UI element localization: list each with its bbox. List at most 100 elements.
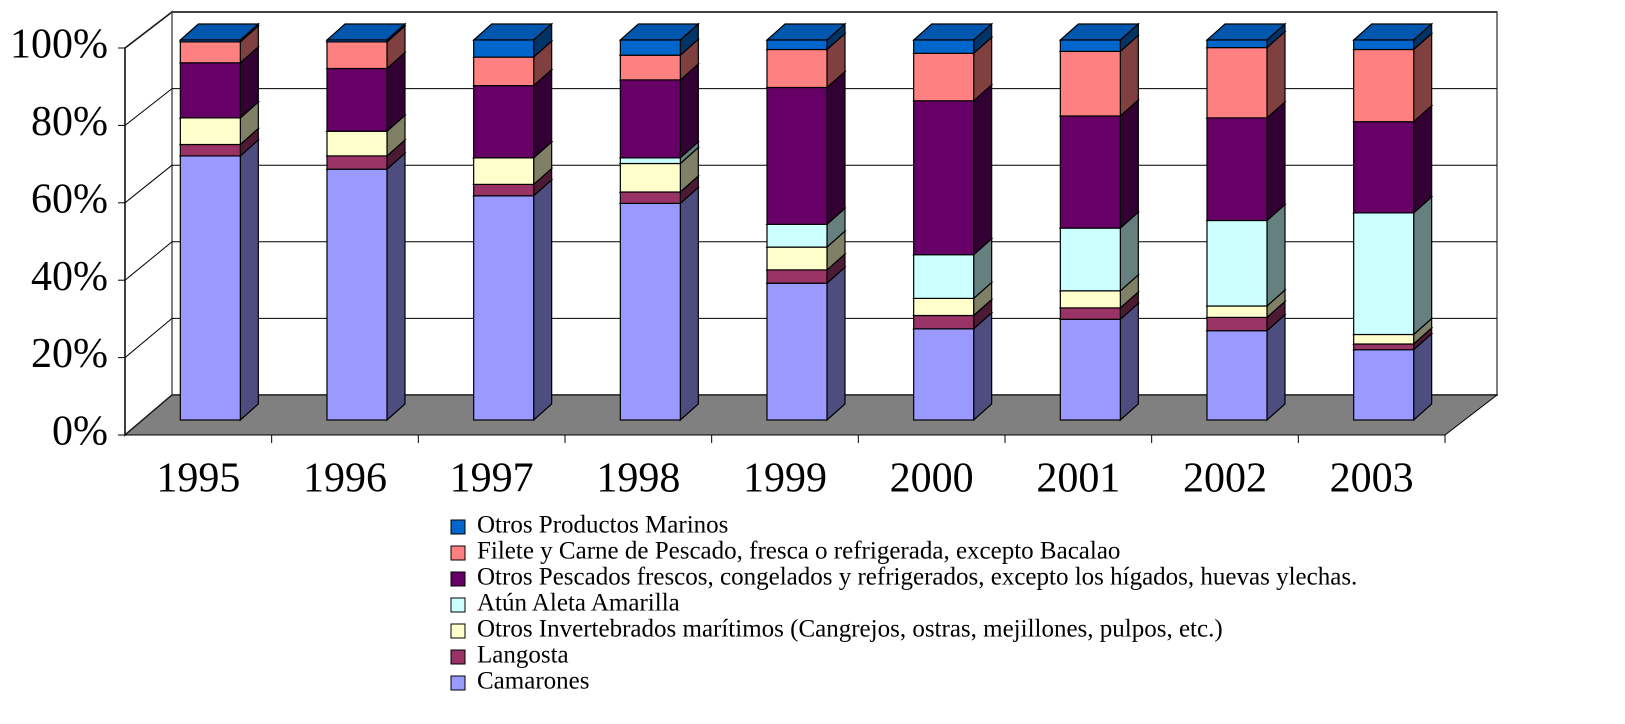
- bar-side: [1266, 313, 1286, 422]
- bar-segment: [619, 202, 681, 421]
- bar-segment: [766, 86, 828, 225]
- bar-side: [1119, 301, 1139, 422]
- bar-side: [973, 311, 993, 422]
- bar-segment: [179, 39, 241, 43]
- legend-label: Otros Invertebrados marítimos (Cangrejos…: [477, 616, 1223, 643]
- bar-side: [826, 70, 846, 226]
- bar-segment: [179, 143, 241, 157]
- bar-segment: [913, 254, 975, 299]
- y-tick-label: 60%: [31, 176, 108, 222]
- bar-segment: [326, 155, 388, 170]
- bar-side: [1266, 100, 1286, 222]
- bar-segment: [766, 269, 828, 284]
- legend-label: Camarones: [477, 668, 589, 695]
- bar-segment: [1353, 121, 1415, 214]
- legend-swatch: [450, 519, 466, 535]
- bar-segment: [1206, 219, 1268, 307]
- legend-swatch: [450, 623, 466, 639]
- bar-segment: [1353, 39, 1415, 51]
- bar-segment: [1059, 115, 1121, 229]
- bar-segment: [1059, 290, 1121, 309]
- bar-segment: [326, 67, 388, 132]
- bar-side: [239, 138, 259, 422]
- bar-segment: [766, 48, 828, 89]
- bar-segment: [1206, 330, 1268, 421]
- y-tick-label: 80%: [31, 99, 108, 145]
- legend-swatch: [450, 649, 466, 665]
- bar-segment: [619, 39, 681, 56]
- bar-segment: [1206, 316, 1268, 332]
- grid-line: [124, 88, 173, 126]
- bar-segment: [326, 130, 388, 157]
- bar-side: [533, 178, 553, 422]
- x-tick-label: 2003: [1330, 456, 1414, 502]
- bar-segment: [179, 155, 241, 421]
- bar-segment: [473, 84, 535, 159]
- bar-segment: [326, 168, 388, 421]
- x-tick-label: 1997: [450, 456, 534, 502]
- bar-side: [826, 265, 846, 422]
- legend-swatch: [450, 675, 466, 691]
- bar-segment: [766, 39, 828, 51]
- legend-label: Langosta: [477, 642, 569, 669]
- side-wall: [124, 9, 173, 438]
- bar-side: [1119, 98, 1139, 230]
- bar-segment: [1059, 227, 1121, 292]
- bar-side: [1413, 195, 1433, 336]
- bar-segment: [473, 39, 535, 58]
- bar-segment: [1353, 333, 1415, 345]
- bar-segment: [913, 297, 975, 317]
- bar-side: [679, 186, 699, 422]
- bar-segment: [1353, 349, 1415, 421]
- y-tick-label: 0%: [52, 409, 108, 455]
- legend-swatch: [450, 545, 466, 561]
- bar-segment: [473, 56, 535, 87]
- bar-segment: [1206, 117, 1268, 222]
- bar-segment: [326, 41, 388, 70]
- x-tick-label: 2002: [1183, 456, 1267, 502]
- y-tick-label: 20%: [31, 331, 108, 377]
- bar-segment: [179, 62, 241, 119]
- bar-segment: [766, 282, 828, 421]
- grid-line: [124, 164, 173, 204]
- bar-segment: [473, 157, 535, 186]
- bar-segment: [1206, 305, 1268, 318]
- legend-label: Otros Productos Marinos: [477, 512, 728, 539]
- y-tick-label: 40%: [31, 254, 108, 300]
- x-tick-label: 2001: [1036, 456, 1120, 502]
- bar-segment: [473, 183, 535, 197]
- bar-segment: [913, 328, 975, 421]
- bar-segment: [913, 39, 975, 54]
- bar-segment: [619, 191, 681, 204]
- bar-side: [1266, 203, 1286, 308]
- bar-segment: [619, 162, 681, 193]
- bar-segment: [1353, 212, 1415, 336]
- grid-line: [124, 11, 173, 49]
- bar-segment: [179, 117, 241, 146]
- grid-line: [124, 318, 173, 358]
- bar-segment: [913, 100, 975, 256]
- bar-segment: [1353, 48, 1415, 123]
- bar-segment: [619, 54, 681, 81]
- x-tick-label: 1998: [596, 456, 680, 502]
- bar-segment: [1353, 343, 1415, 351]
- bar-segment: [619, 157, 681, 165]
- x-tick-label: 1995: [156, 456, 240, 502]
- bar-segment: [1059, 307, 1121, 320]
- legend-swatch: [450, 597, 466, 613]
- bar-segment: [913, 52, 975, 102]
- legend-label: Filete y Carne de Pescado, fresca o refr…: [477, 538, 1120, 565]
- bar-segment: [1059, 39, 1121, 52]
- legend-label: Otros Pescados frescos, congelados y ref…: [477, 564, 1357, 591]
- bar-segment: [766, 223, 828, 248]
- y-tick-label: 100%: [10, 22, 108, 68]
- bar-segment: [1206, 39, 1268, 49]
- bar-side: [1413, 104, 1433, 215]
- bar-segment: [766, 246, 828, 271]
- x-tick-label: 1999: [743, 456, 827, 502]
- grid-line: [124, 241, 173, 281]
- bar-segment: [179, 41, 241, 64]
- bar-segment: [1059, 318, 1121, 421]
- bar-side: [973, 83, 993, 257]
